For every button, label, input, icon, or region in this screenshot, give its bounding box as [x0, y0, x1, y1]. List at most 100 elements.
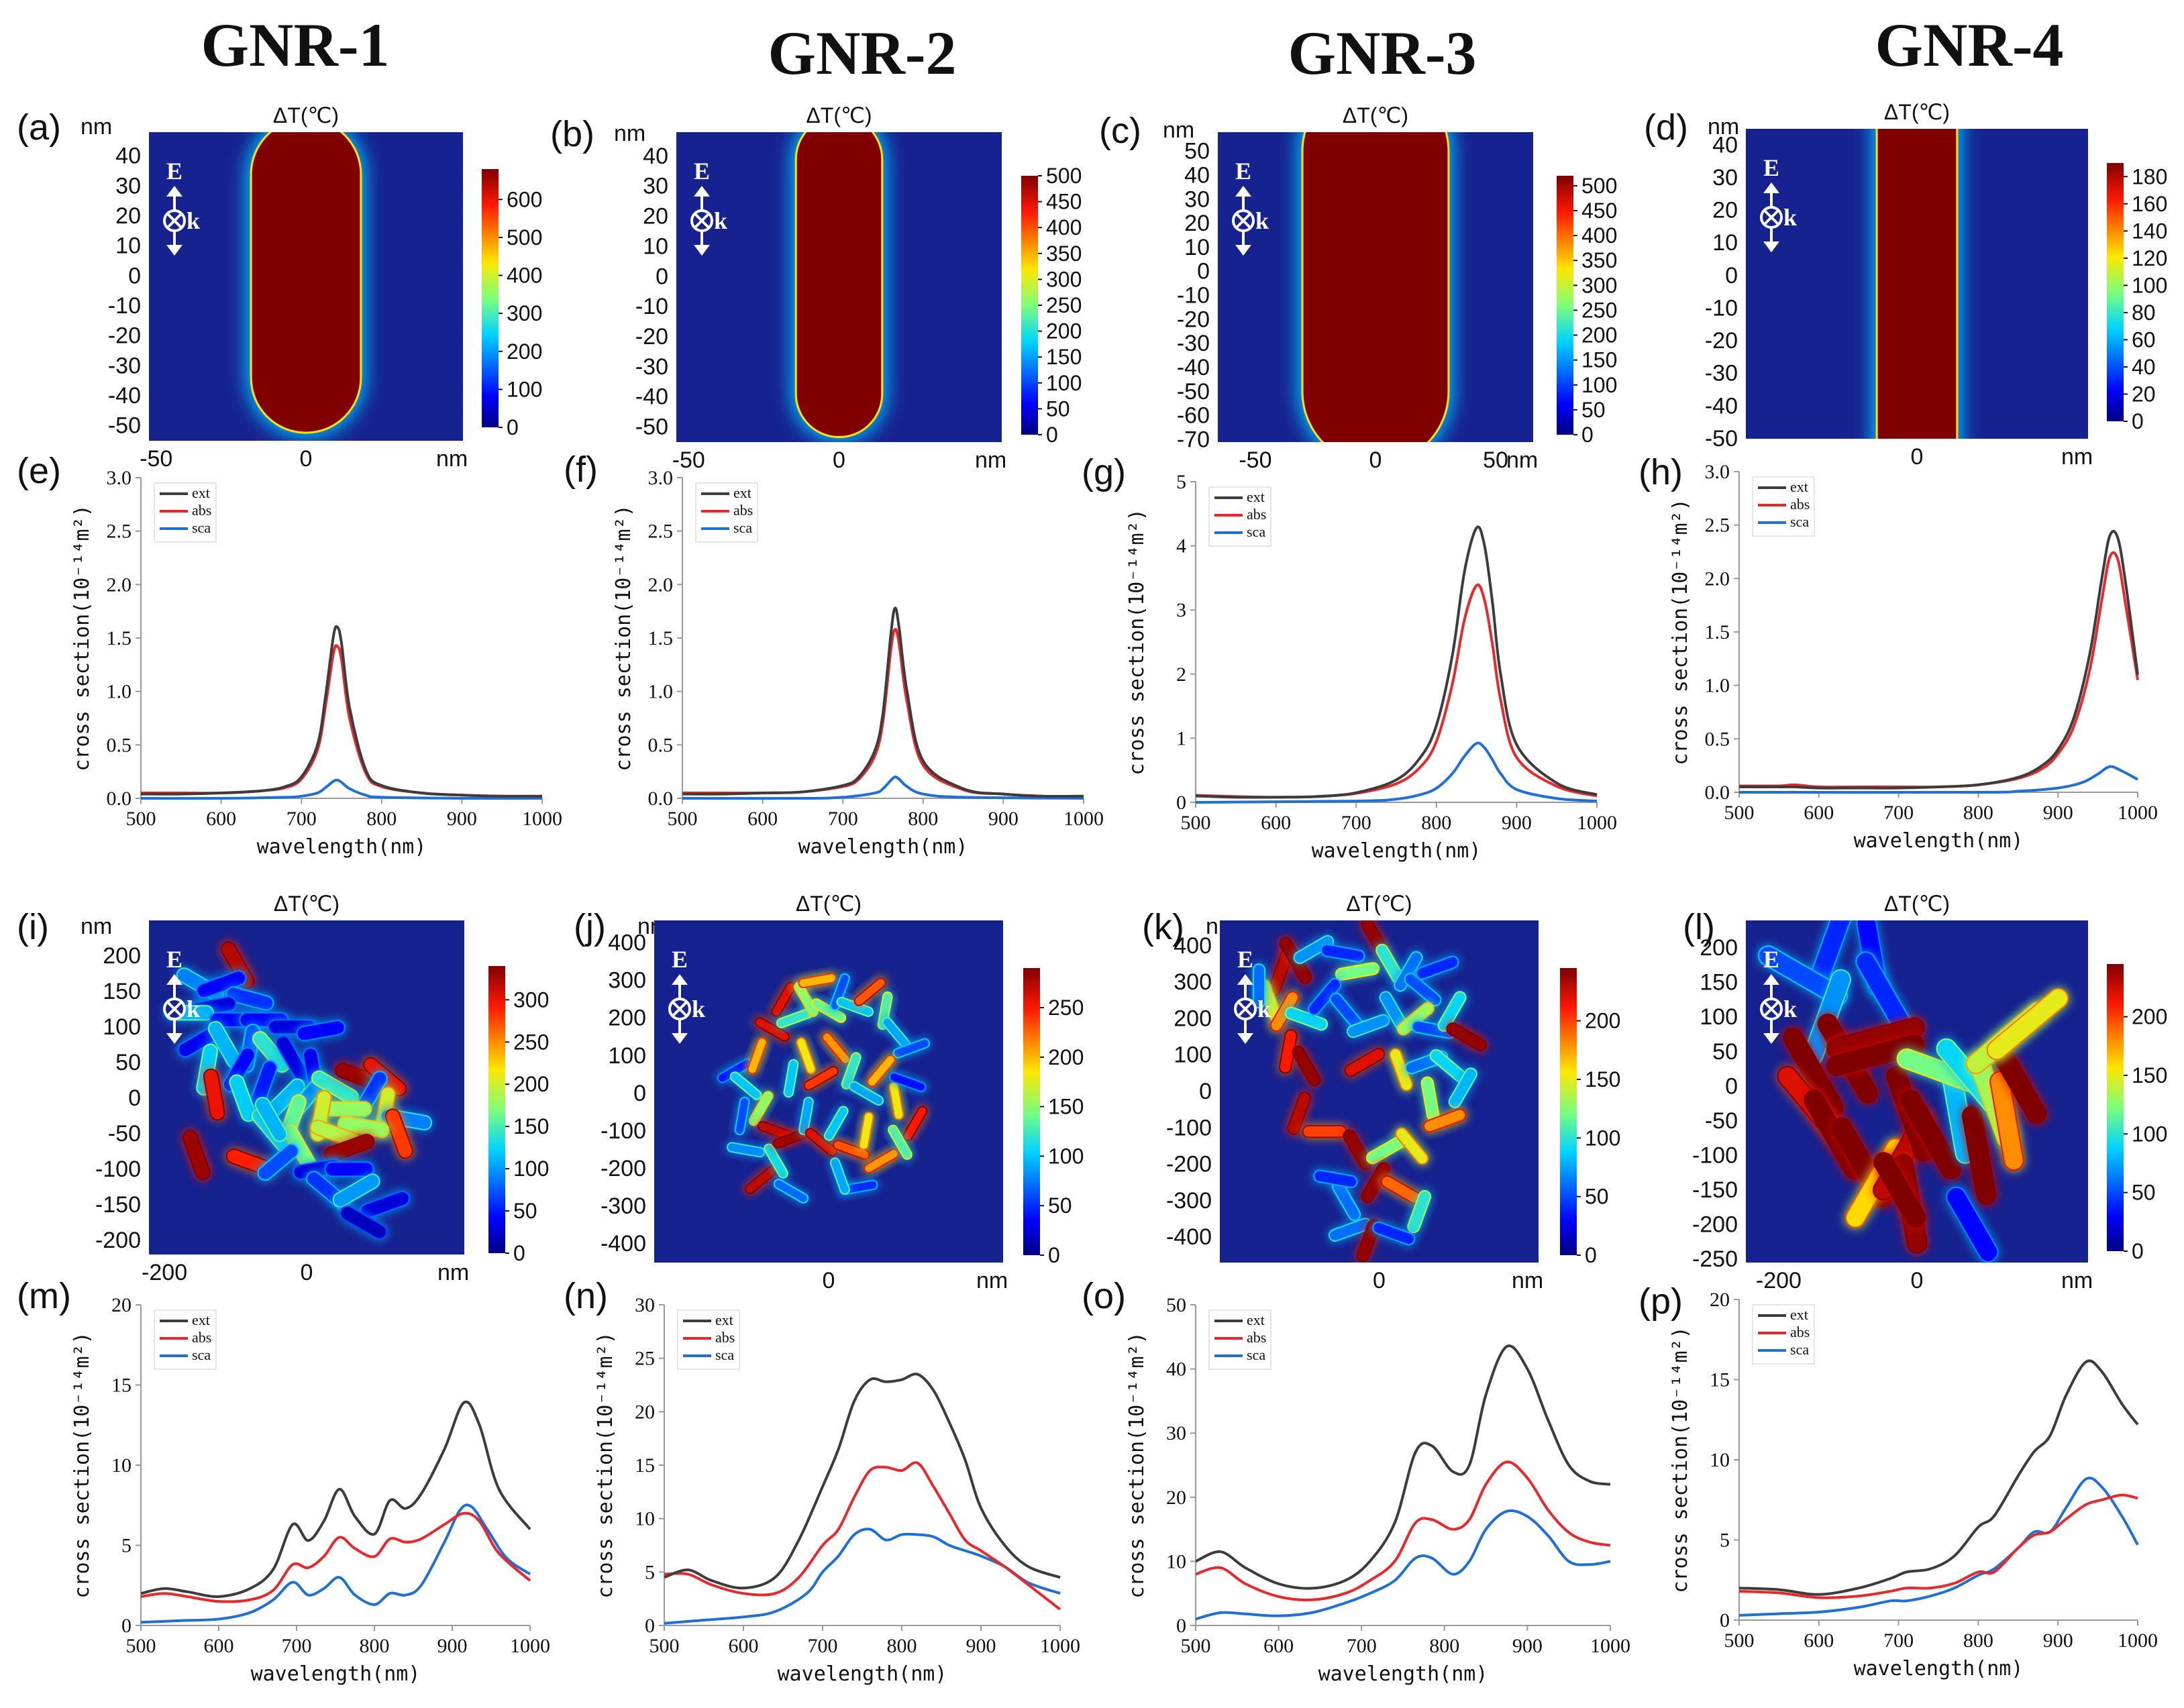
- rod-core: [1423, 1108, 1467, 1133]
- rod-core: [1961, 1106, 1997, 1206]
- series-line-sca: [1196, 1509, 1611, 1621]
- y-tick-label: -400: [601, 1231, 646, 1257]
- y-tick-label: 150: [103, 979, 141, 1004]
- rod-15: [892, 1037, 931, 1059]
- k-vector-cross: [1763, 209, 1779, 225]
- x-ticks: -50 0: [140, 446, 312, 472]
- y-unit-label: nm: [1163, 117, 1194, 143]
- y-tick-label: -200: [95, 1228, 141, 1253]
- y-tick-label: 20: [1166, 1487, 1186, 1509]
- y-axis-label: cross section(10⁻¹⁴m²): [1125, 509, 1149, 775]
- y-tick-label: -150: [1692, 1177, 1738, 1203]
- x-ticks: 500 600 700 800 900 1000: [1181, 802, 1617, 834]
- rod-core: [841, 1052, 862, 1089]
- rod-29: [1420, 1075, 1441, 1122]
- rod-45: [331, 1173, 381, 1209]
- y-tick-label: -40: [108, 383, 141, 409]
- rod-core: [1347, 1014, 1390, 1038]
- rod-core: [853, 977, 886, 1006]
- rod-core: [1783, 1027, 1844, 1118]
- colorbar-gradient: [2107, 163, 2124, 421]
- y-tick-label: -30: [1705, 361, 1738, 386]
- e-arrow-head-down: [1237, 1033, 1253, 1044]
- field-indicator: Ek: [1760, 946, 1797, 1044]
- rod-core: [858, 1112, 874, 1151]
- y-tick-label: 2.5: [107, 521, 132, 543]
- series-line-sca: [1196, 741, 1598, 804]
- y-tick-label: 10: [635, 1508, 655, 1530]
- y-tick-label: 25: [635, 1348, 655, 1370]
- rod-core: [1292, 1045, 1321, 1087]
- y-ticks: 400 300 200 100 0 -100 -200 -300 -400: [601, 930, 646, 1257]
- x-tick-label: -50: [1239, 447, 1271, 473]
- y-tick-label: 50: [1166, 1294, 1186, 1316]
- rod-3: [195, 969, 248, 1000]
- rod-core: [771, 981, 796, 1017]
- y-tick-label: -40: [1177, 355, 1210, 380]
- y-tick-label: -100: [95, 1157, 141, 1182]
- rod-19: [795, 1036, 817, 1075]
- legend-label-abs: abs: [733, 502, 753, 519]
- x-ticks: -200 0: [142, 1260, 313, 1285]
- legend-label-ext: ext: [733, 484, 751, 501]
- panel-label: (l): [1683, 907, 1715, 947]
- x-tick-label: 600: [747, 808, 778, 830]
- e-field-label: E: [694, 158, 710, 184]
- x-tick-label: -200: [1756, 1268, 1802, 1293]
- colorbar-gradient: [482, 169, 499, 427]
- rod-core: [1344, 1047, 1386, 1077]
- rod-36: [1360, 1161, 1391, 1204]
- rod-34: [831, 1138, 871, 1161]
- rod-core: [229, 1074, 256, 1122]
- k-vector-cross: [672, 1001, 688, 1017]
- x-tick-label: 900: [2043, 1630, 2073, 1652]
- colorbar-tick-label: 250: [1581, 298, 1617, 322]
- y-tick-label: -100: [601, 1118, 646, 1144]
- y-tick-label: 0.5: [1705, 728, 1730, 750]
- series: [664, 1373, 1061, 1625]
- y-ticks: 200 150 100 50 0 -50 -100 -150 -200 -250: [1692, 935, 1738, 1272]
- x-tick-label: 700: [287, 808, 317, 830]
- heatmap-title: ΔT(℃): [1884, 892, 1950, 916]
- x-tick-label: 700: [282, 1635, 312, 1657]
- legend-label-abs: abs: [1247, 1329, 1266, 1346]
- y-ticks: 0.0 0.5 1.0 1.5 2.0 2.5 3.0: [107, 467, 141, 810]
- rod-core: [1446, 1022, 1488, 1052]
- colorbar-gradient: [1021, 176, 1038, 435]
- y-tick-label: -200: [1692, 1212, 1738, 1237]
- rod-core: [1437, 991, 1467, 1032]
- rod-core: [1284, 1006, 1329, 1031]
- e-arrow-head-down: [1763, 242, 1779, 252]
- colorbar-tick-label: 0: [1046, 423, 1058, 447]
- x-ticks: -50 0: [672, 447, 845, 473]
- y-tick-label: -300: [1166, 1188, 1212, 1214]
- y-tick-label: 0.0: [648, 788, 674, 810]
- y-tick-label: 0: [1176, 792, 1186, 814]
- y-tick-label: -30: [635, 354, 668, 380]
- rod-31: [1286, 1091, 1312, 1136]
- x-axis-label: wavelength(nm): [1318, 1662, 1488, 1686]
- e-field-label: E: [166, 158, 183, 184]
- rod-core: [798, 1096, 814, 1136]
- x-unit-label: nm: [975, 447, 1006, 473]
- x-ticks: -50 0 50: [1239, 447, 1508, 473]
- y-tick-label: -30: [1177, 331, 1210, 356]
- rod-core: [1252, 963, 1266, 1009]
- rod-core: [748, 1091, 774, 1126]
- y-tick-label: -70: [1177, 427, 1210, 452]
- legend-label-sca: sca: [192, 519, 211, 536]
- rod-core: [727, 1142, 766, 1158]
- colorbar-tick-label: 500: [507, 225, 542, 250]
- y-tick-label: -300: [601, 1193, 646, 1219]
- column-titles: GNR-1 GNR-2 GNR-3 GNR-4: [201, 11, 2063, 87]
- x-tick-label: 500: [126, 808, 156, 830]
- x-ticks: 0: [1911, 444, 1924, 470]
- x-unit-label: nm: [1506, 447, 1538, 473]
- rods: [716, 972, 931, 1204]
- rod-39: [772, 1178, 810, 1204]
- colorbar-tick-label: 120: [2132, 246, 2167, 270]
- heatmap-panel-l: (l)nmΔT(℃)Ek200150100500-50-100-150-200-…: [1683, 892, 2167, 1293]
- series-line-ext: [1739, 529, 2139, 790]
- e-arrow-head-up: [694, 186, 710, 197]
